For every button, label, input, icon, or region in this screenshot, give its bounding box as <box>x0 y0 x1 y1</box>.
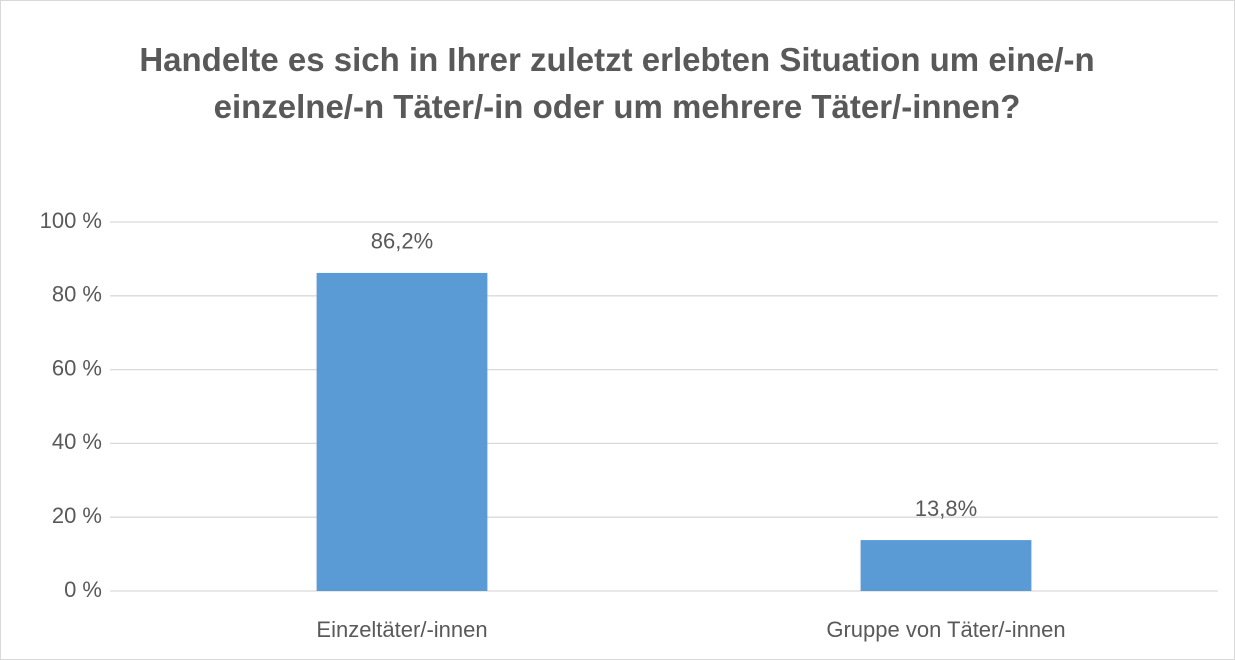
y-tick-label: 80 % <box>52 282 102 307</box>
value-label: 86,2% <box>371 229 433 254</box>
y-tick-label: 20 % <box>52 503 102 528</box>
y-tick-label: 100 % <box>40 208 102 233</box>
chart-title: Handelte es sich in Ihrer zuletzt erlebt… <box>139 41 1095 125</box>
x-tick-label: Einzeltäter/-innen <box>316 617 487 642</box>
bar <box>316 272 488 591</box>
x-tick-label: Gruppe von Täter/-innen <box>826 617 1065 642</box>
y-tick-label: 60 % <box>52 355 102 380</box>
value-label: 13,8% <box>915 496 977 521</box>
y-tick-label: 0 % <box>64 577 102 602</box>
bar <box>860 540 1032 591</box>
y-tick-label: 40 % <box>52 429 102 454</box>
